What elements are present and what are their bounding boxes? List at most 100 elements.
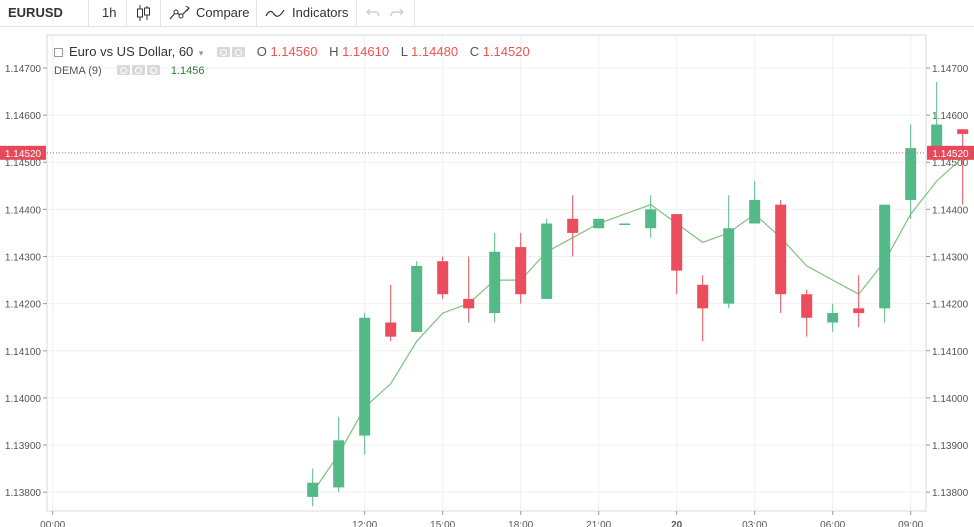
candle	[775, 199, 787, 314]
y-tick-label-right: 1.14400	[932, 205, 969, 216]
candles-layer	[307, 82, 969, 507]
x-tick-label: 20	[671, 520, 683, 527]
ohlc-close-value: 1.14520	[482, 44, 530, 59]
candle-style-icon[interactable]	[136, 3, 152, 28]
x-tick-label: 03:00	[742, 520, 767, 527]
y-tick-label-left: 1.14300	[5, 253, 42, 264]
x-tick-label: 15:00	[430, 520, 455, 527]
eye-icon[interactable]	[116, 65, 130, 75]
y-tick-label-left: 1.14100	[5, 347, 42, 358]
toolbar-divider	[160, 0, 161, 26]
candle-body	[645, 209, 657, 229]
chart-grid	[46, 34, 927, 512]
y-tick-label-right: 1.14600	[932, 111, 969, 122]
symbol-search-button[interactable]: EURUSD	[8, 5, 63, 20]
candle	[879, 204, 891, 323]
plot-frame	[46, 34, 927, 512]
toolbar-divider	[88, 0, 89, 26]
close-icon[interactable]	[146, 65, 160, 75]
candle	[671, 214, 683, 295]
dema-value: 1.1456	[170, 65, 205, 77]
eye-icon[interactable]	[217, 47, 231, 57]
x-tick-label: 18:00	[508, 520, 533, 527]
indicators-icon[interactable]	[264, 3, 286, 28]
candle	[697, 275, 709, 342]
indicators-button[interactable]: Indicators	[292, 5, 349, 20]
candle	[463, 256, 475, 323]
ohlc-low-key: L	[400, 44, 408, 59]
candle-body	[593, 218, 605, 229]
last-price-label-left: 1.14520	[5, 149, 42, 160]
candle	[437, 256, 449, 299]
undo-icon[interactable]	[366, 3, 380, 28]
x-tick-label: 21:00	[586, 520, 611, 527]
ohlc-close-key: C	[469, 44, 480, 59]
candle	[359, 313, 371, 455]
candle	[619, 223, 631, 226]
dema-legend: DEMA (9) 1.1456	[54, 65, 204, 77]
candle-body	[619, 223, 631, 226]
x-tick-label: 06:00	[820, 520, 845, 527]
candle	[541, 218, 553, 299]
candle	[645, 195, 657, 238]
candle	[801, 289, 813, 337]
last-price-tag-right	[927, 145, 974, 160]
candle	[749, 181, 761, 224]
last-price-layer: 1.14520 1.14520	[0, 145, 974, 160]
x-tick-label: 00:00	[40, 520, 65, 527]
candle-body	[567, 218, 579, 233]
redo-icon[interactable]	[390, 3, 404, 28]
y-tick-label-right: 1.13900	[932, 441, 969, 452]
y-tick-label-right: 1.14700	[932, 64, 969, 75]
ohlc-high-value: 1.14610	[342, 44, 390, 59]
x-tick-label: 09:00	[898, 520, 923, 527]
compare-icon[interactable]	[168, 3, 192, 28]
candle-body	[463, 298, 475, 309]
y-tick-label-left: 1.13800	[5, 488, 42, 499]
candle-body	[671, 214, 683, 271]
last-price-label-right: 1.14520	[932, 149, 969, 160]
interval-button[interactable]: 1h	[102, 5, 117, 20]
candle-body	[853, 308, 865, 314]
candle-body	[307, 482, 319, 497]
collapse-legend-icon[interactable]	[54, 48, 63, 57]
candle-body	[489, 251, 501, 314]
toolbar-divider	[356, 0, 357, 26]
dema-label: DEMA (9)	[54, 65, 102, 77]
candle	[723, 195, 735, 309]
candle	[333, 416, 345, 493]
candle	[515, 232, 527, 304]
series-legend: Euro vs US Dollar, 60 ▾ O 1.14560 H 1.14…	[54, 44, 538, 59]
compare-button[interactable]: Compare	[196, 5, 250, 20]
candle-body	[775, 204, 787, 295]
candle	[489, 232, 501, 323]
y-tick-label-right: 1.13800	[932, 488, 969, 499]
chevron-down-icon[interactable]: ▾	[198, 48, 204, 58]
settings-icon[interactable]	[131, 65, 145, 75]
candle	[905, 124, 917, 219]
y-tick-label-right: 1.14300	[932, 253, 969, 264]
y-tick-label-right: 1.14500	[932, 158, 969, 169]
candle	[931, 82, 943, 158]
y-tick-label-left: 1.14000	[5, 394, 42, 405]
ohlc-low-value: 1.14480	[411, 44, 459, 59]
candle-body	[333, 440, 345, 488]
candle	[827, 303, 839, 332]
y-tick-label-left: 1.14200	[5, 300, 42, 311]
settings-icon[interactable]	[232, 47, 246, 57]
y-tick-label-left: 1.14600	[5, 111, 42, 122]
toolbar-divider	[126, 0, 127, 26]
ohlc-open-key: O	[256, 44, 267, 59]
candle	[307, 468, 319, 507]
candle-body	[515, 247, 527, 295]
candle-body	[801, 294, 813, 318]
candle-body	[385, 322, 397, 337]
x-tick-label: 12:00	[352, 520, 377, 527]
ohlc-high-key: H	[329, 44, 339, 59]
toolbar-divider	[414, 0, 415, 26]
candle-body	[411, 265, 423, 332]
candle-body	[827, 313, 839, 323]
candle-body	[879, 204, 891, 309]
